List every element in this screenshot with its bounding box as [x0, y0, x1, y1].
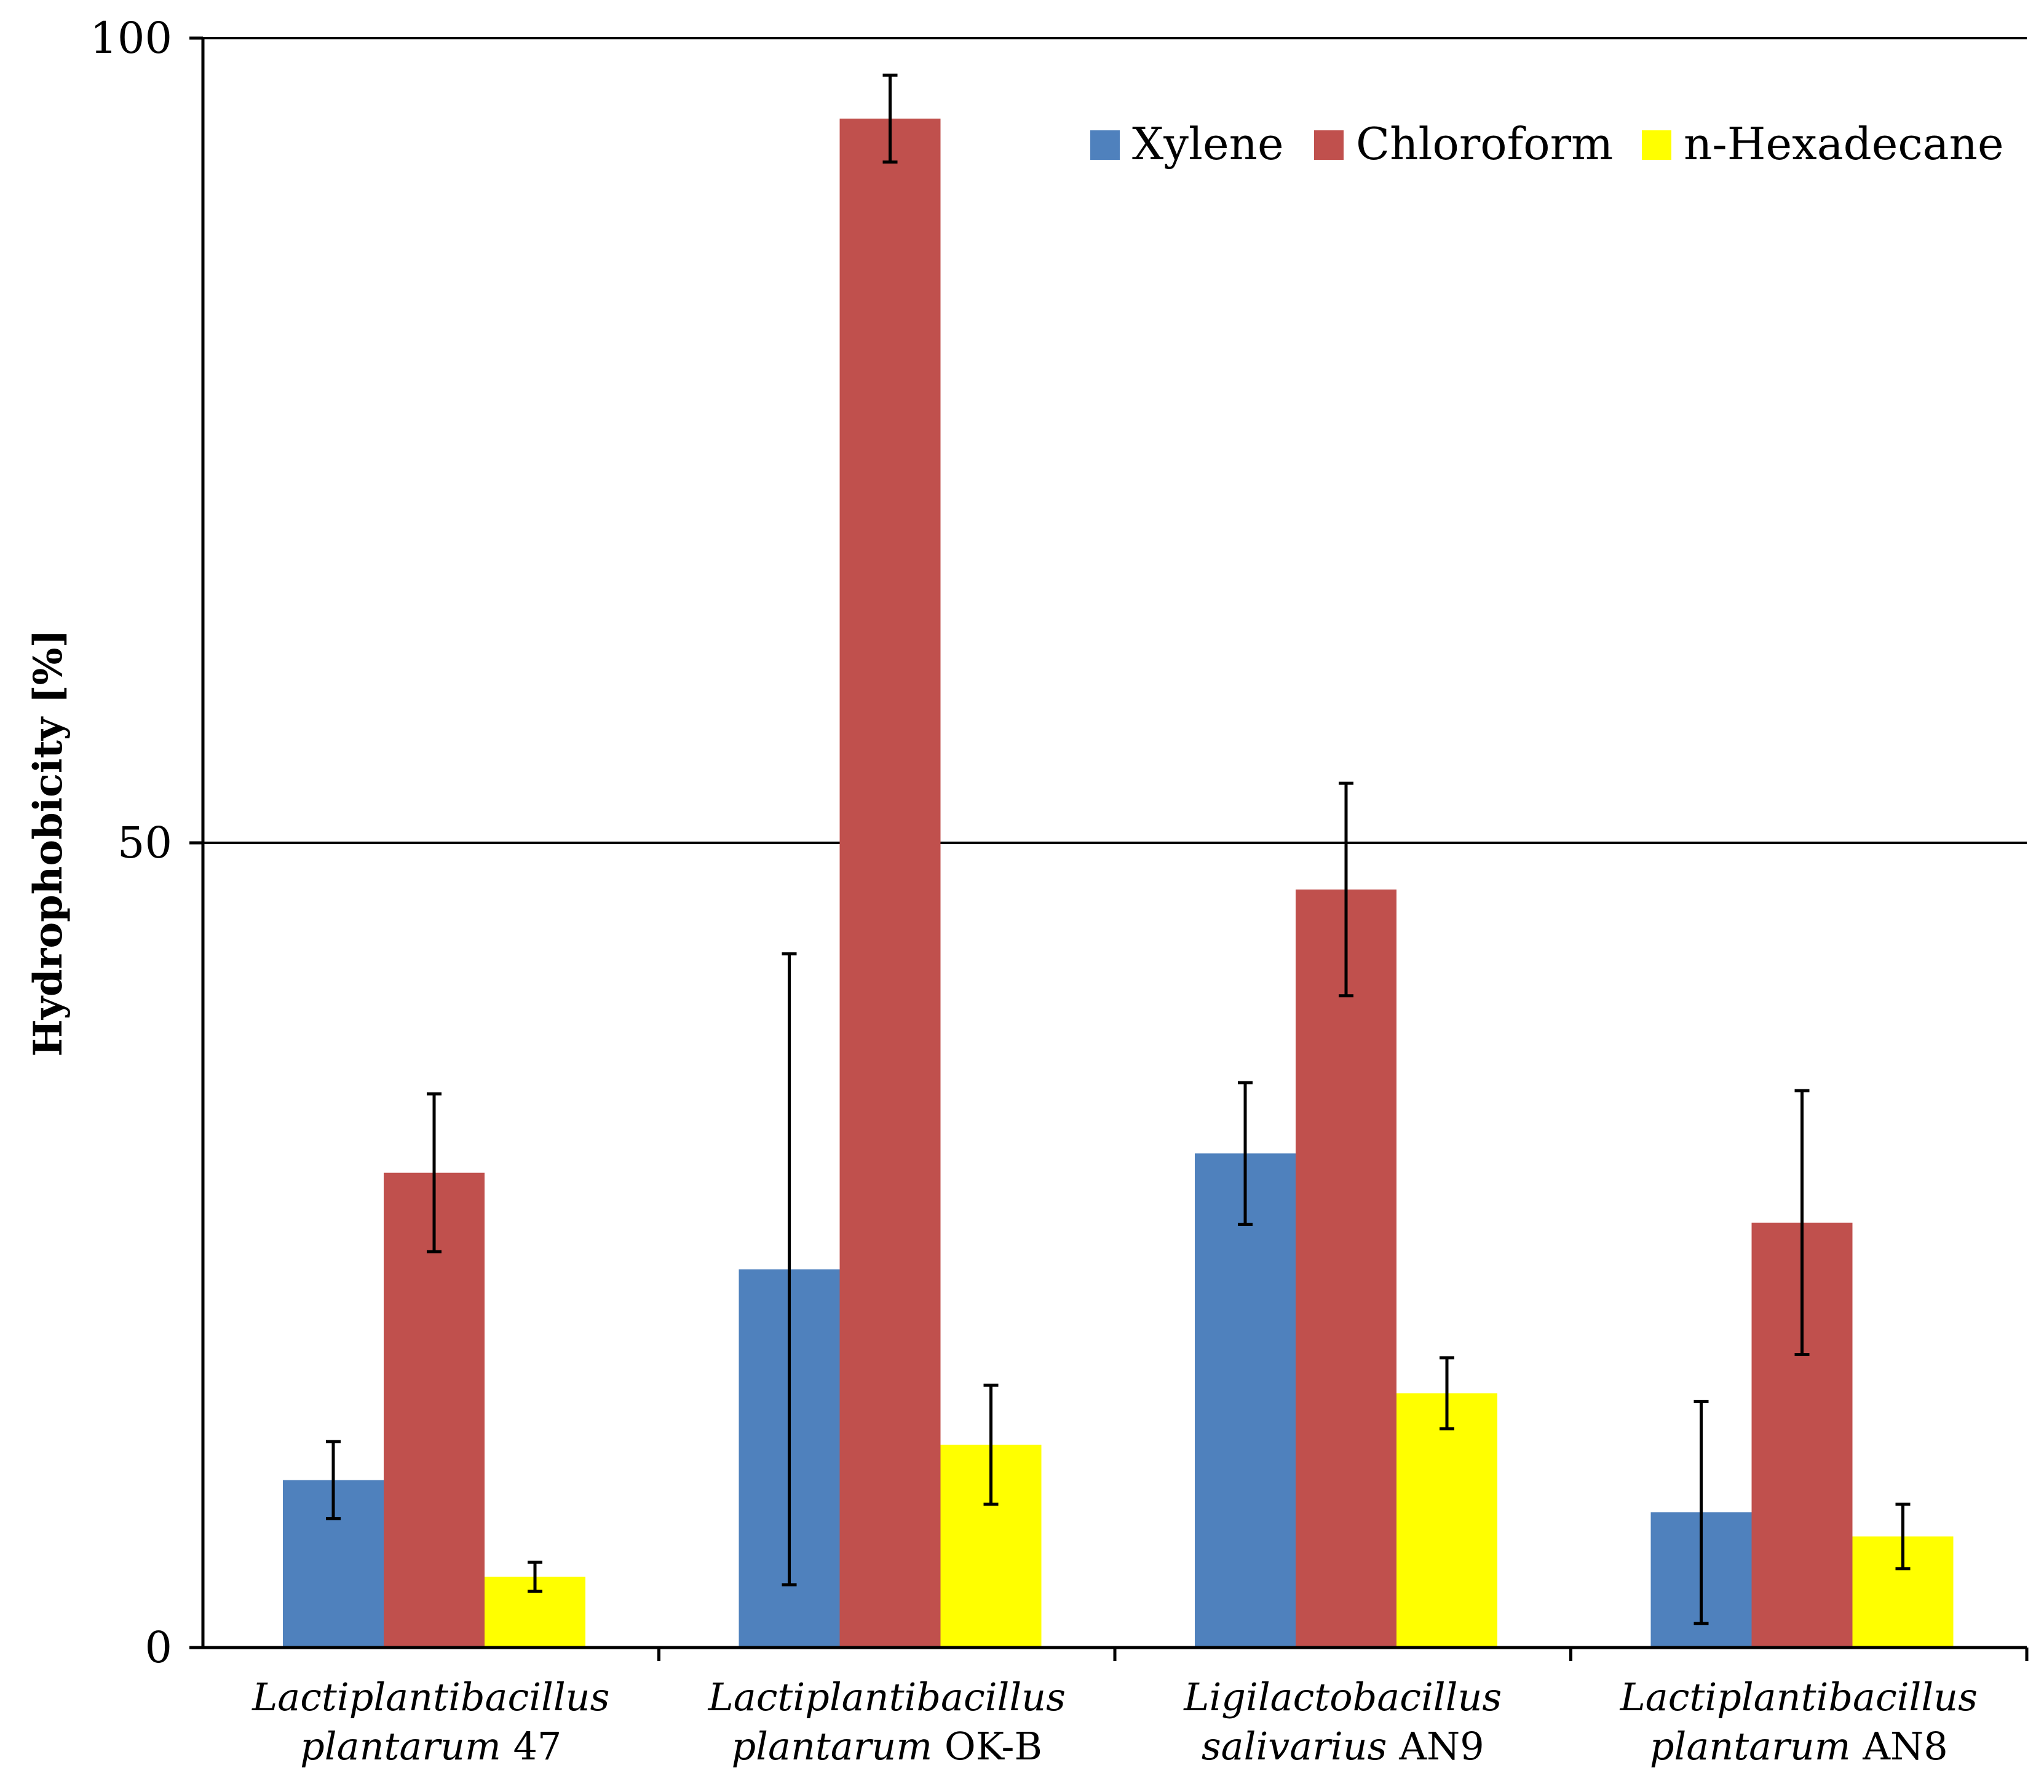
error-bars — [326, 73, 1911, 1625]
category-genus: Ligilactobacillus — [1183, 1675, 1502, 1719]
legend-label: Chloroform — [1356, 118, 1613, 170]
category-label-1: Lactiplantibacillus plantarum OK-B — [708, 1675, 1066, 1769]
bar-chloroform-1 — [839, 118, 941, 1648]
axes — [189, 36, 2029, 1661]
y-axis-title: Hydrophobicity [%] — [25, 629, 71, 1057]
error-bar-n-hexadecane-1 — [983, 1383, 999, 1506]
legend-swatch — [1314, 130, 1344, 160]
bar-n-hexadecane-2 — [1396, 1393, 1497, 1648]
y-tick-label-50: 50 — [117, 818, 172, 868]
y-tick-label-100: 100 — [90, 13, 172, 63]
category-strain: 47 — [513, 1724, 561, 1769]
category-genus: Lactiplantibacillus — [1620, 1675, 1978, 1719]
bars — [283, 118, 1954, 1648]
category-species-strain: plantarum 47 — [300, 1724, 561, 1769]
error-bar-chloroform-1 — [882, 73, 898, 164]
category-label-0: Lactiplantibacillus plantarum 47 — [252, 1675, 609, 1769]
category-species: plantarum — [300, 1724, 513, 1769]
error-bar-xylene-0 — [326, 1440, 341, 1521]
error-bar-n-hexadecane-3 — [1895, 1502, 1911, 1571]
legend-item-n-hexadecane: n-Hexadecane — [1642, 118, 2004, 170]
category-strain: AN8 — [1862, 1724, 1947, 1769]
category-species-strain: plantarum AN8 — [1650, 1724, 1948, 1769]
category-label-2: Ligilactobacillus salivarius AN9 — [1183, 1675, 1502, 1769]
legend-swatch — [1642, 130, 1671, 160]
category-species: salivarius — [1202, 1724, 1399, 1769]
bar-chloroform-2 — [1296, 889, 1396, 1648]
error-bar-chloroform-3 — [1794, 1089, 1810, 1357]
category-species-strain: plantarum OK-B — [731, 1724, 1042, 1769]
error-bar-chloroform-2 — [1339, 781, 1353, 998]
bar-xylene-2 — [1195, 1153, 1296, 1648]
legend: Xylene Chloroform n-Hexadecane — [1090, 118, 2004, 170]
category-strain: OK-B — [945, 1724, 1042, 1769]
legend-label: Xylene — [1132, 118, 1284, 170]
error-bar-xylene-3 — [1693, 1399, 1709, 1625]
legend-label: n-Hexadecane — [1684, 118, 2004, 170]
category-species: plantarum — [1650, 1724, 1863, 1769]
legend-item-chloroform: Chloroform — [1314, 118, 1613, 170]
category-strain: AN9 — [1398, 1724, 1484, 1769]
error-bar-n-hexadecane-0 — [528, 1560, 542, 1593]
error-bar-xylene-1 — [782, 952, 797, 1587]
category-species: plantarum — [731, 1724, 944, 1769]
legend-item-xylene: Xylene — [1090, 118, 1284, 170]
category-genus: Lactiplantibacillus — [252, 1675, 609, 1719]
gridlines — [203, 37, 2027, 844]
category-species-strain: salivarius AN9 — [1202, 1724, 1484, 1769]
y-tick-label-0: 0 — [145, 1622, 172, 1673]
error-bar-chloroform-0 — [427, 1092, 442, 1253]
category-label-3: Lactiplantibacillus plantarum AN8 — [1620, 1675, 1978, 1769]
error-bar-xylene-2 — [1238, 1081, 1253, 1226]
legend-swatch — [1090, 130, 1120, 160]
error-bar-n-hexadecane-2 — [1440, 1356, 1454, 1431]
category-genus: Lactiplantibacillus — [708, 1675, 1066, 1719]
